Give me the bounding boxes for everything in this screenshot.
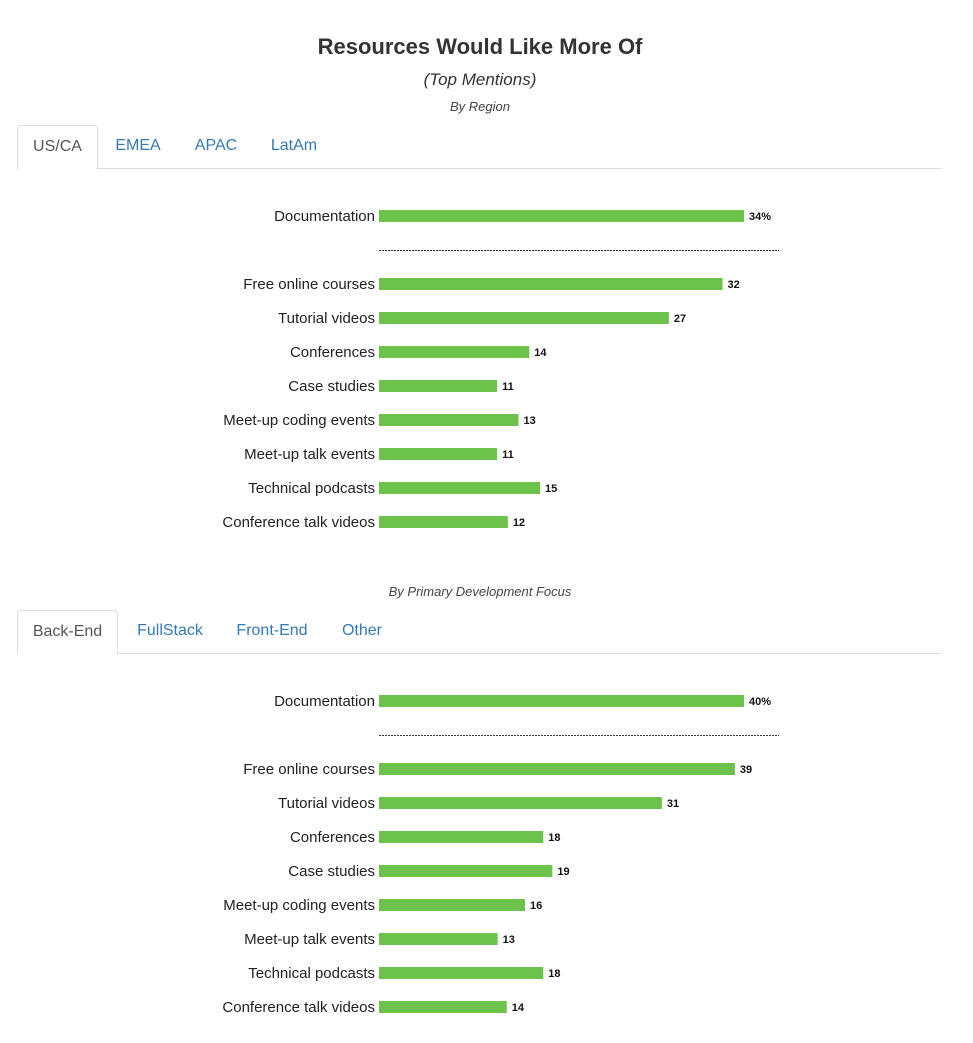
value-label-technical-podcasts: 15: [545, 483, 557, 495]
category-label-meet-up-coding-events: Meet-up coding events: [223, 412, 375, 429]
chart-title: Resources Would Like More Of: [317, 34, 643, 59]
bar-tutorial-videos: [379, 797, 662, 809]
value-label-conferences: 18: [548, 832, 560, 844]
value-label-free-online-courses: 32: [728, 279, 740, 291]
chart-subtitle: (Top Mentions): [423, 70, 537, 89]
bar-free-online-courses: [379, 763, 735, 775]
value-label-meet-up-coding-events: 13: [524, 415, 536, 427]
category-label-technical-podcasts: Technical podcasts: [248, 965, 375, 982]
tab-emea[interactable]: EMEA: [115, 137, 161, 154]
value-label-documentation: 34%: [749, 211, 771, 223]
category-label-conferences: Conferences: [290, 829, 375, 846]
bar-free-online-courses: [379, 278, 723, 290]
value-label-tutorial-videos: 31: [667, 798, 679, 810]
bar-technical-podcasts: [379, 482, 541, 494]
value-label-meet-up-talk-events: 13: [503, 934, 515, 946]
focus-bar-chart: Documentation 40% Free online courses 39 Tut…: [0, 675, 973, 1035]
bar-conferences: [379, 346, 530, 358]
bar-technical-podcasts: [379, 967, 544, 979]
category-label-conference-talk-videos: Conference talk videos: [222, 514, 375, 531]
tab-latam[interactable]: LatAm: [270, 137, 318, 154]
bar-documentation: [379, 210, 744, 222]
bar-tutorial-videos: [379, 312, 669, 324]
focus-tabs: Back-End FullStack Front-End Other: [17, 610, 941, 655]
category-label-tutorial-videos: Tutorial videos: [278, 795, 375, 812]
bar-meet-up-talk-events: [379, 933, 498, 945]
bar-case-studies: [379, 380, 498, 392]
tab-back-end[interactable]: Back-End: [17, 610, 118, 655]
category-label-meet-up-coding-events: Meet-up coding events: [223, 897, 375, 914]
tab-fullstack[interactable]: FullStack: [137, 622, 203, 639]
section-caption-region: By Region: [450, 99, 510, 114]
category-label-meet-up-talk-events: Meet-up talk events: [244, 446, 375, 463]
category-label-conference-talk-videos: Conference talk videos: [222, 999, 375, 1016]
category-label-documentation: Documentation: [274, 693, 375, 710]
value-label-technical-podcasts: 18: [548, 968, 560, 980]
bar-meet-up-talk-events: [379, 448, 498, 460]
section-caption-focus: By Primary Development Focus: [388, 584, 572, 599]
value-label-meet-up-coding-events: 16: [530, 900, 542, 912]
category-label-tutorial-videos: Tutorial videos: [278, 310, 375, 327]
value-label-meet-up-talk-events: 11: [502, 449, 514, 461]
focus-bar-chart-svg: Documentation 40% Free online courses 39 Tut…: [222, 693, 779, 1016]
tab-us-ca[interactable]: US/CA: [17, 125, 98, 170]
value-label-conference-talk-videos: 12: [513, 517, 525, 529]
tab-apac[interactable]: APAC: [194, 137, 238, 154]
category-label-technical-podcasts: Technical podcasts: [248, 480, 375, 497]
tab-other[interactable]: Other: [341, 622, 382, 639]
region-tabs: US/CA EMEA APAC LatAm: [17, 125, 941, 170]
category-label-documentation: Documentation: [274, 208, 375, 225]
value-label-tutorial-videos: 27: [674, 313, 686, 325]
tab-front-end[interactable]: Front-End: [236, 622, 308, 639]
category-label-case-studies: Case studies: [288, 863, 375, 880]
category-label-conferences: Conferences: [290, 344, 375, 361]
value-label-case-studies: 19: [557, 866, 569, 878]
value-label-conferences: 14: [534, 347, 547, 359]
region-bar-chart-svg: Documentation 34% Free online courses 32 Tut…: [222, 208, 779, 531]
bar-documentation: [379, 695, 744, 707]
value-label-case-studies: 11: [502, 381, 514, 393]
value-label-documentation: 40%: [749, 696, 771, 708]
bar-meet-up-coding-events: [379, 899, 525, 911]
region-bar-chart: Documentation 34% Free online courses 32 Tut…: [0, 190, 973, 550]
bar-conferences: [379, 831, 544, 843]
bar-case-studies: [379, 865, 553, 877]
value-label-conference-talk-videos: 14: [512, 1002, 525, 1014]
category-label-case-studies: Case studies: [288, 378, 375, 395]
bar-conference-talk-videos: [379, 516, 508, 528]
category-label-free-online-courses: Free online courses: [243, 276, 375, 293]
category-label-free-online-courses: Free online courses: [243, 761, 375, 778]
value-label-free-online-courses: 39: [740, 764, 752, 776]
category-label-meet-up-talk-events: Meet-up talk events: [244, 931, 375, 948]
bar-conference-talk-videos: [379, 1001, 507, 1013]
bar-meet-up-coding-events: [379, 414, 519, 426]
